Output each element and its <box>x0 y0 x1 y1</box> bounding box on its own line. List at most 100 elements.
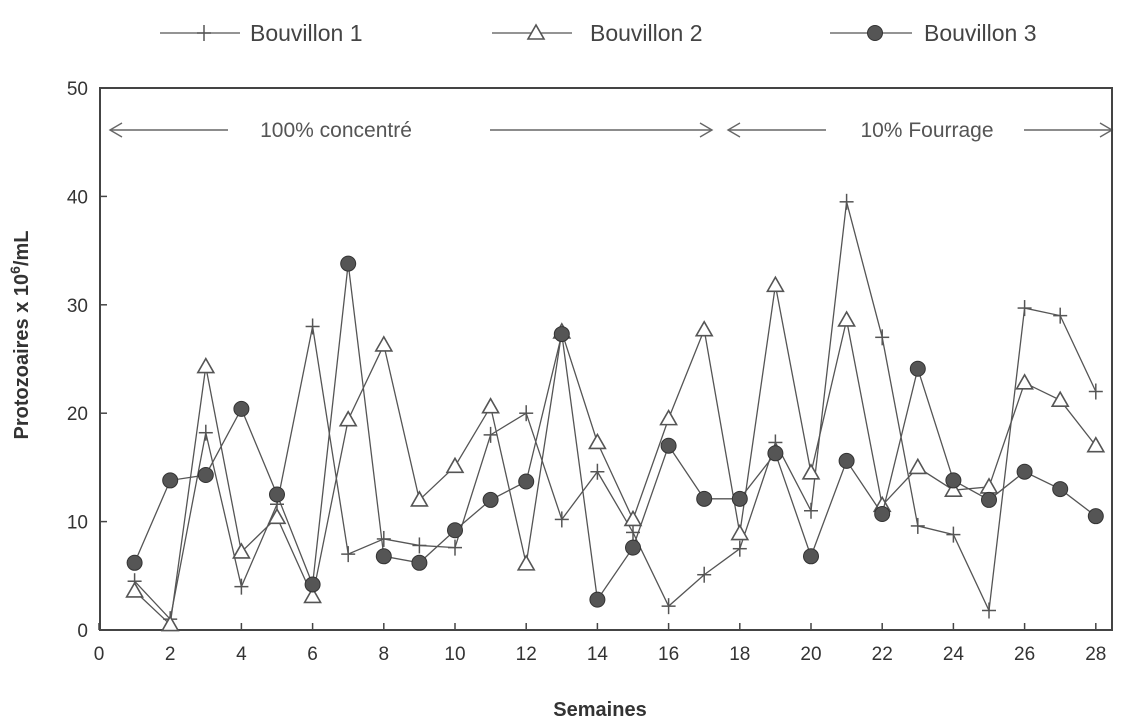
annotation-fourrage: 10% Fourrage <box>860 119 993 142</box>
circle-marker <box>696 490 713 507</box>
y-tick-label: 20 <box>67 404 88 425</box>
triangle-marker <box>516 554 536 571</box>
x-tick-label: 22 <box>872 644 893 665</box>
series-2 <box>125 275 1106 632</box>
triangle-marker <box>303 586 322 604</box>
arrow-head-left <box>726 122 741 138</box>
y-axis-title-unit: /mL <box>11 231 33 267</box>
triangle-marker <box>196 356 216 374</box>
circle-marker <box>909 360 926 377</box>
circle-marker <box>981 491 997 508</box>
circle-marker <box>411 554 428 571</box>
circle-marker <box>945 472 962 489</box>
circle-marker <box>233 400 250 417</box>
circle-marker <box>1052 481 1069 498</box>
triangle-marker <box>445 456 465 474</box>
triangle-marker <box>1050 390 1070 407</box>
x-tick-label: 18 <box>729 644 750 665</box>
circle-marker <box>304 576 321 593</box>
triangle-marker <box>908 457 928 475</box>
triangle-marker <box>160 614 180 632</box>
legend-item: Bouvillon 3 <box>830 20 1037 46</box>
series-1 <box>127 193 1103 628</box>
triangle-marker <box>694 320 714 337</box>
legend-label: Bouvillon 3 <box>924 20 1037 46</box>
triangle-marker <box>267 507 287 525</box>
circle-marker <box>731 490 748 507</box>
x-tick-label: 24 <box>943 644 965 665</box>
y-tick-label: 10 <box>67 513 88 534</box>
circle-marker <box>1087 508 1104 525</box>
triangle-marker <box>1015 373 1034 390</box>
circle-marker <box>767 445 784 462</box>
circle-marker <box>340 255 357 272</box>
triangle-marker <box>125 581 144 598</box>
arrow-head-left <box>108 122 123 138</box>
triangle-marker <box>766 275 785 293</box>
annotation-concentre: 100% concentré <box>260 119 412 142</box>
circle-marker <box>625 539 641 556</box>
x-tick-label: 28 <box>1085 644 1106 665</box>
circle-marker <box>197 466 214 483</box>
circle-marker <box>660 437 677 454</box>
series-line <box>134 285 1097 626</box>
legend-item: Bouvillon 2 <box>492 20 703 46</box>
triangle-marker <box>588 432 607 450</box>
circle-marker <box>518 473 535 490</box>
circle-marker <box>126 554 143 571</box>
x-tick-label: 16 <box>658 644 679 665</box>
circle-marker <box>375 548 392 565</box>
series-line <box>134 201 1097 621</box>
circle-marker <box>838 452 855 469</box>
x-tick-label: 10 <box>444 644 465 665</box>
circle-marker <box>803 548 819 565</box>
triangle-marker <box>481 397 500 414</box>
y-tick-label: 30 <box>67 296 88 317</box>
arrow-head-right <box>699 122 714 138</box>
x-tick-label: 8 <box>379 644 390 665</box>
triangle-marker <box>232 542 251 559</box>
triangle-marker <box>659 409 678 426</box>
y-tick-label: 40 <box>67 187 88 208</box>
x-tick-label: 14 <box>587 644 609 665</box>
y-tick-label: 0 <box>77 621 88 642</box>
circle-marker <box>269 486 285 503</box>
triangle-marker <box>979 477 999 494</box>
circle-marker <box>589 591 606 608</box>
triangle-marker <box>623 509 643 527</box>
triangle-marker <box>338 410 358 427</box>
series-line <box>134 263 1097 602</box>
triangle-marker <box>944 480 963 497</box>
circle-marker <box>447 522 463 539</box>
circle-marker <box>874 506 891 523</box>
x-tick-label: 0 <box>94 644 105 665</box>
triangle-marker <box>410 490 429 507</box>
legend-item: Bouvillon 1 <box>160 20 363 46</box>
annotations: 100% concentré 10% Fourrage <box>108 119 1114 142</box>
legend-label: Bouvillon 2 <box>590 20 703 46</box>
circle-marker <box>482 491 499 508</box>
circle-marker <box>867 25 883 41</box>
series-layer <box>125 193 1106 632</box>
legend: Bouvillon 1 Bouvillon 2 Bouvillon 3 <box>160 20 1037 46</box>
legend-label: Bouvillon 1 <box>250 20 363 46</box>
triangle-marker <box>730 523 750 541</box>
circle-marker <box>162 472 179 489</box>
x-tick-label: 12 <box>516 644 537 665</box>
triangle-marker <box>801 463 821 480</box>
plot-frame <box>99 87 1113 631</box>
y-axis-title-exponent: 6 <box>7 266 23 274</box>
triangle-marker <box>526 23 546 40</box>
x-tick-label: 20 <box>800 644 821 665</box>
y-axis-title-main: Protozoaires x 10 <box>11 274 33 440</box>
circle-marker <box>1016 463 1033 480</box>
x-tick-label: 26 <box>1014 644 1035 665</box>
triangle-marker <box>1086 436 1106 453</box>
triangle-marker <box>374 335 394 352</box>
x-axis-title: Semaines <box>553 699 646 721</box>
y-tick-label: 50 <box>67 79 88 100</box>
x-tick-label: 4 <box>236 644 247 665</box>
series-3 <box>126 255 1104 608</box>
